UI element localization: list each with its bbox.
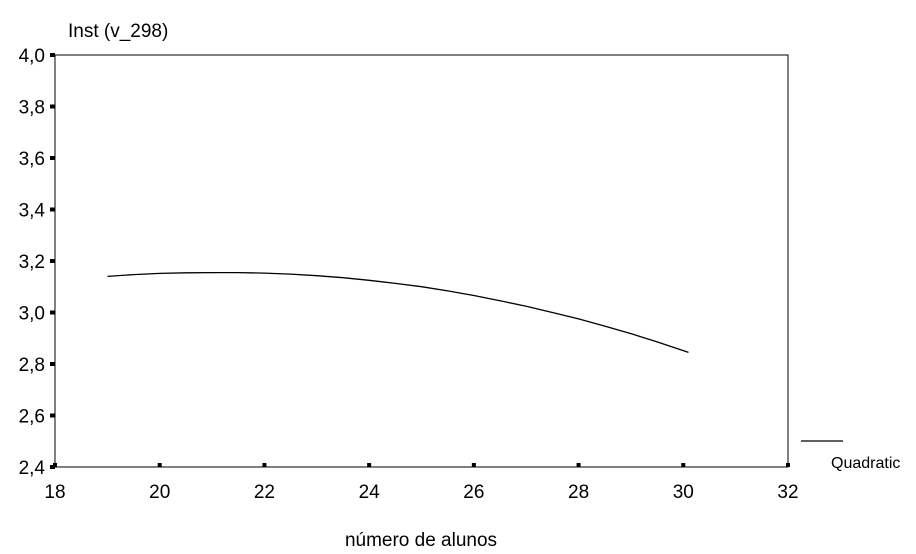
x-tick-mark <box>471 463 476 467</box>
y-tick-label: 3,6 <box>19 149 45 170</box>
x-tick-label: 18 <box>44 482 65 503</box>
x-tick-label: 28 <box>568 482 589 503</box>
x-tick-label: 30 <box>673 482 694 503</box>
y-tick-mark <box>50 310 55 315</box>
y-tick-mark <box>50 259 55 263</box>
x-tick-label: 32 <box>777 482 798 503</box>
x-tick-label: 24 <box>359 482 381 503</box>
y-tick-label: 3,0 <box>19 304 45 325</box>
plot-area-frame <box>54 54 789 468</box>
series-line-quadratic <box>107 271 689 354</box>
y-tick-label: 3,8 <box>19 98 45 119</box>
y-axis-label: Inst (v_298) <box>68 21 168 42</box>
y-tick-mark <box>50 465 55 469</box>
x-tick-mark <box>53 463 57 467</box>
x-axis-ticks: 18 20 22 24 26 28 30 32 <box>44 463 799 503</box>
y-tick-mark <box>50 156 55 160</box>
y-tick-label: 2,6 <box>19 407 45 428</box>
x-tick-label: 22 <box>254 482 275 503</box>
y-tick-label: 4,0 <box>19 46 45 67</box>
y-tick-mark <box>50 207 55 212</box>
x-tick-mark <box>786 463 790 467</box>
x-tick-label: 20 <box>149 482 170 503</box>
x-axis-label: número de alunos <box>345 530 497 551</box>
y-axis-ticks: 2,4 2,6 2,8 3,0 3,2 3,4 3,6 3,8 4,0 <box>19 46 55 479</box>
legend: Quadratic <box>801 440 900 472</box>
x-tick-mark <box>367 463 372 467</box>
legend-label-quadratic: Quadratic <box>831 455 900 472</box>
x-tick-mark <box>681 463 686 467</box>
x-tick-label: 26 <box>463 482 484 503</box>
y-tick-label: 3,4 <box>19 201 46 222</box>
x-tick-mark <box>157 463 162 467</box>
y-tick-mark <box>50 362 55 366</box>
y-tick-mark <box>50 104 55 109</box>
y-tick-mark <box>50 53 55 57</box>
x-tick-mark <box>576 463 581 467</box>
y-tick-label: 2,8 <box>19 355 45 376</box>
y-tick-mark <box>50 413 55 418</box>
x-tick-mark <box>262 463 267 467</box>
y-tick-label: 2,4 <box>19 458 46 479</box>
y-tick-label: 3,2 <box>19 252 45 273</box>
series-group <box>107 271 689 354</box>
